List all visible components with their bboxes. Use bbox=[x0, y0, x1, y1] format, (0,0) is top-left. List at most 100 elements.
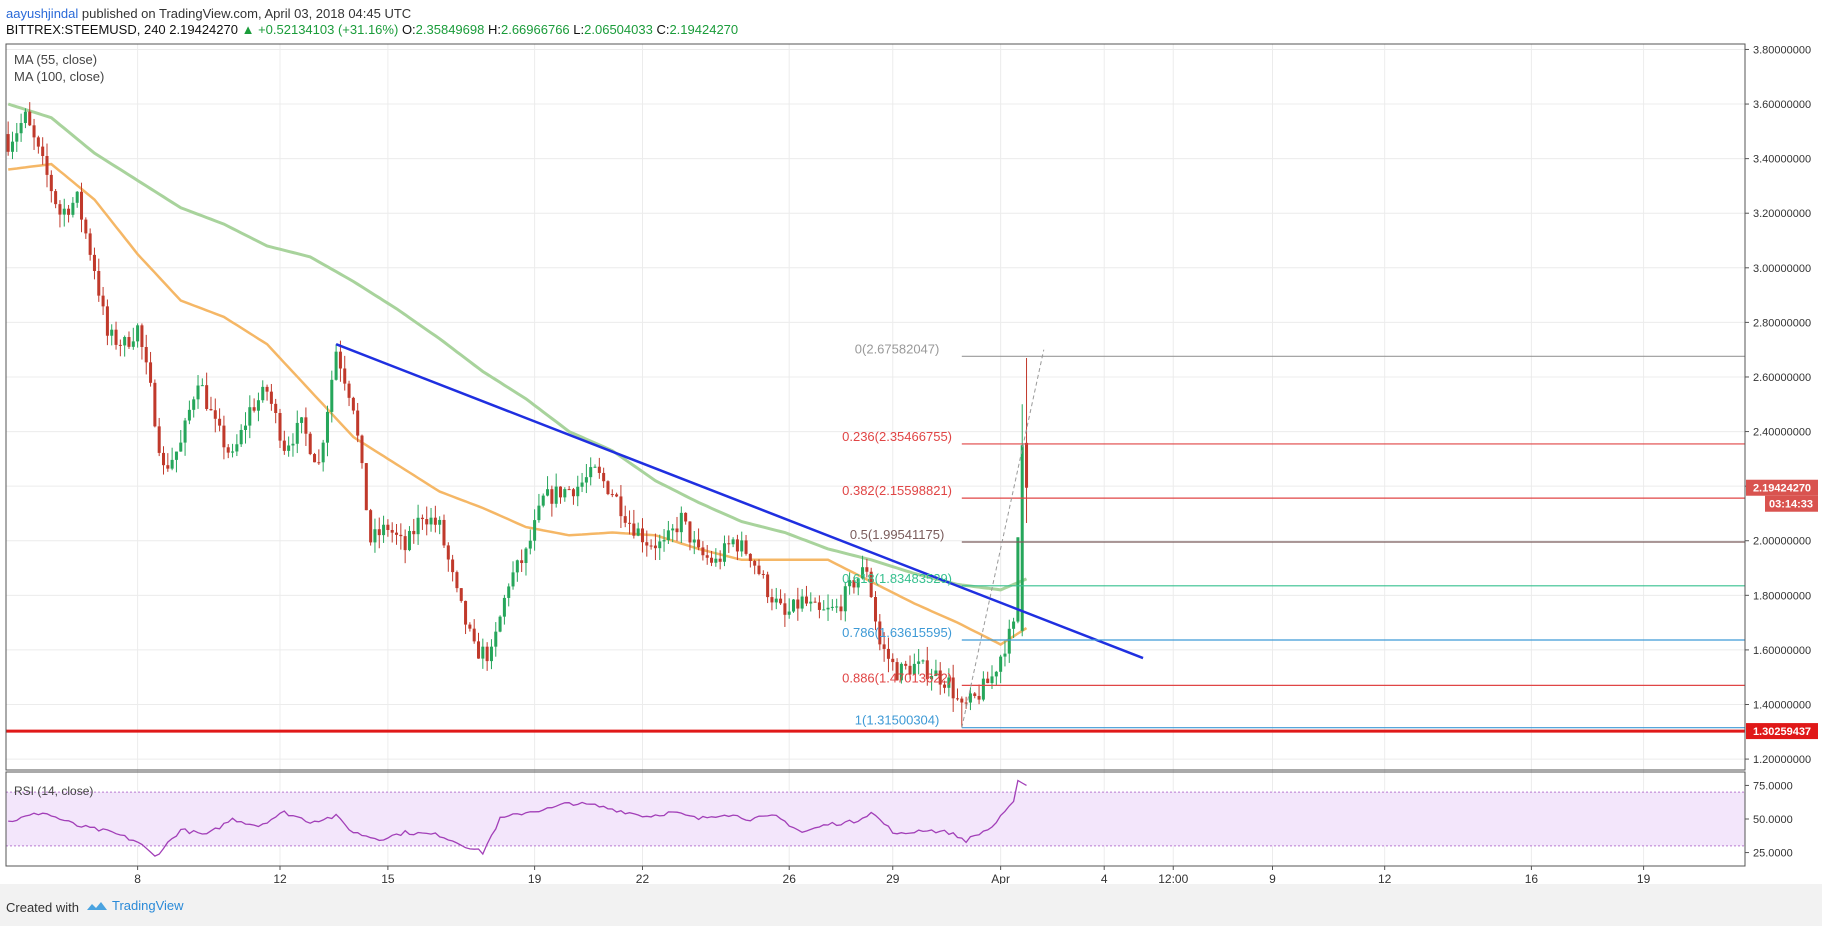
rsi-band-fill bbox=[6, 792, 1745, 846]
fib-retracement: 0(2.67582047) 0.236(2.35466755) 0.382(2.15… bbox=[842, 341, 1745, 729]
candle-body bbox=[986, 678, 990, 684]
candle-body bbox=[300, 417, 304, 423]
candle-body bbox=[170, 459, 174, 469]
fib-level-label: 0.886(1.47013622) bbox=[842, 670, 952, 685]
time-tick-label: 8 bbox=[134, 872, 141, 884]
candle-body bbox=[54, 191, 58, 205]
candle-body bbox=[817, 602, 821, 610]
candle-body bbox=[994, 671, 998, 677]
candle-body bbox=[256, 400, 260, 411]
candle-body bbox=[278, 413, 282, 441]
price-tick-label: 1.20000000 bbox=[1753, 754, 1811, 766]
candle-body bbox=[136, 325, 140, 342]
rsi-axis: 75.0000 50.0000 25.0000 bbox=[1745, 780, 1793, 860]
time-tick-label: 12 bbox=[273, 872, 287, 884]
candle-body bbox=[58, 204, 62, 215]
time-tick-label: 4 bbox=[1101, 872, 1108, 884]
ma55-legend: MA (55, close) bbox=[14, 52, 97, 67]
candle-body bbox=[235, 444, 239, 452]
candle-body bbox=[282, 440, 286, 451]
candle-body bbox=[364, 463, 368, 511]
candle-body bbox=[783, 603, 787, 615]
candle-body bbox=[291, 443, 295, 446]
candle-body bbox=[973, 693, 977, 696]
candle-body bbox=[41, 146, 45, 157]
candle-body bbox=[351, 397, 355, 411]
candle-body bbox=[563, 489, 567, 498]
candle-body bbox=[395, 532, 399, 535]
price-chart[interactable]: 0(2.67582047) 0.236(2.35466755) 0.382(2.15… bbox=[0, 0, 1822, 884]
candle-body bbox=[964, 702, 968, 704]
candle-body bbox=[88, 233, 92, 255]
candle-body bbox=[425, 519, 429, 525]
candle-body bbox=[748, 553, 752, 561]
candle-body bbox=[766, 574, 770, 598]
tradingview-brand[interactable]: TradingView bbox=[86, 898, 184, 913]
rsi-line bbox=[8, 779, 1027, 857]
low-label: L: bbox=[573, 22, 585, 37]
candle-body bbox=[839, 606, 843, 612]
candle-body bbox=[183, 420, 187, 443]
candle-body bbox=[886, 648, 890, 659]
candle-body bbox=[869, 571, 873, 597]
candle-body bbox=[787, 611, 791, 615]
candle-body bbox=[589, 467, 593, 478]
candle-body bbox=[895, 662, 899, 681]
candle-body bbox=[955, 698, 959, 700]
fib-level-label: 1(1.31500304) bbox=[855, 713, 940, 728]
candle-body bbox=[731, 539, 735, 545]
candle-body bbox=[653, 545, 657, 549]
candle-body bbox=[826, 607, 830, 610]
candle-body bbox=[912, 663, 916, 675]
candle-body bbox=[865, 567, 869, 572]
candle-body bbox=[779, 598, 783, 604]
candle-body bbox=[334, 351, 338, 380]
countdown-tag-text: 03:14:33 bbox=[1769, 499, 1813, 511]
ma100-path bbox=[7, 102, 1028, 592]
candle-body bbox=[528, 540, 532, 549]
candle-body bbox=[597, 466, 601, 473]
fib-level-label: 0.786(1.63615595) bbox=[842, 625, 952, 640]
candle-body bbox=[446, 545, 450, 560]
candle-body bbox=[1007, 628, 1011, 654]
candle-body bbox=[861, 567, 865, 579]
candle-body bbox=[606, 481, 610, 495]
candles bbox=[6, 102, 1029, 727]
candle-body bbox=[856, 578, 860, 588]
candle-body bbox=[261, 386, 265, 401]
candle-body bbox=[796, 599, 800, 609]
price-change: ▲ +0.52134103 (+31.16%) bbox=[241, 22, 399, 37]
candle-body bbox=[792, 599, 796, 612]
candle-body bbox=[571, 489, 575, 497]
rsi-tick-label: 75.0000 bbox=[1753, 780, 1793, 792]
candle-body bbox=[930, 676, 934, 680]
rsi-path bbox=[8, 779, 1027, 857]
candle-body bbox=[722, 543, 726, 562]
candle-body bbox=[666, 530, 670, 541]
candle-body bbox=[127, 337, 131, 347]
ohlc-bar: BITTREX:STEEMUSD, 240 2.19424270 ▲ +0.52… bbox=[6, 22, 738, 37]
candle-body bbox=[917, 661, 921, 664]
candle-body bbox=[843, 586, 847, 612]
price-tick-label: 3.20000000 bbox=[1753, 208, 1811, 220]
candle-body bbox=[546, 489, 550, 496]
ma100-legend: MA (100, close) bbox=[14, 69, 104, 84]
candle-body bbox=[92, 254, 96, 272]
candle-body bbox=[15, 133, 19, 142]
candle-body bbox=[390, 529, 394, 533]
candle-body bbox=[75, 191, 79, 203]
candle-body bbox=[485, 646, 489, 662]
time-tick-label: 9 bbox=[1269, 872, 1276, 884]
candle-body bbox=[615, 494, 619, 497]
price-tick-label: 2.00000000 bbox=[1753, 536, 1811, 548]
price-tick-label: 3.80000000 bbox=[1753, 44, 1811, 56]
high-label: H: bbox=[487, 22, 501, 37]
candle-body bbox=[451, 559, 455, 573]
candle-body bbox=[222, 425, 226, 448]
candle-body bbox=[610, 494, 614, 496]
fib-diagonal bbox=[961, 349, 1045, 728]
author-link[interactable]: aayushjindal bbox=[6, 6, 79, 21]
candle-body bbox=[412, 530, 416, 535]
candle-body bbox=[623, 516, 627, 523]
candle-body bbox=[554, 486, 558, 504]
